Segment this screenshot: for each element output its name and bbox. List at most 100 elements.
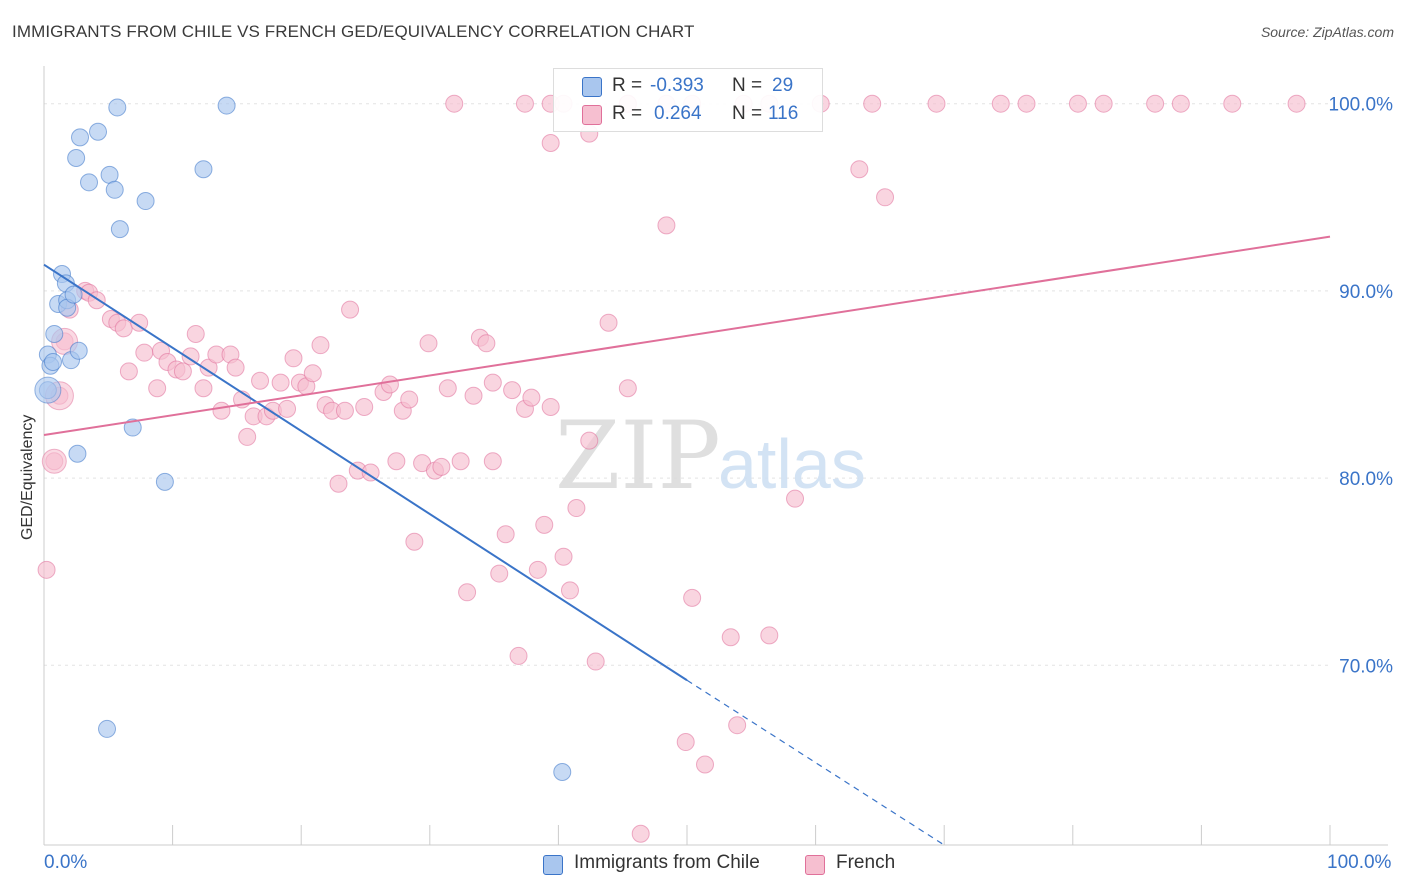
data-point (238, 427, 257, 446)
data-point (586, 652, 605, 671)
trendline-chile (43, 263, 688, 682)
data-point (432, 457, 451, 476)
data-point (335, 401, 354, 420)
data-point (89, 122, 108, 141)
data-point (721, 628, 740, 647)
legend-r-label: R = (612, 103, 643, 124)
data-point (509, 646, 528, 665)
data-point (464, 386, 483, 405)
data-point (991, 94, 1010, 113)
y-tick-label: 90.0% (1339, 282, 1393, 303)
legend-r-value: -0.393 (650, 75, 704, 96)
bottom-legend-swatch-blue (543, 855, 563, 875)
data-point-large (41, 448, 67, 474)
source-label: Source: ZipAtlas.com (1260, 24, 1394, 40)
watermark-atlas: atlas (718, 425, 866, 503)
data-point (136, 192, 155, 211)
data-point (1068, 94, 1087, 113)
data-point (105, 180, 124, 199)
legend-r-value: 0.264 (654, 103, 702, 124)
data-point (64, 285, 83, 304)
data-point (217, 96, 236, 115)
data-point (173, 362, 192, 381)
data-point (405, 532, 424, 551)
data-point (148, 379, 167, 398)
y-tick-labels: 70.0% 80.0% 90.0% 100.0% (1329, 95, 1394, 678)
data-point (535, 515, 554, 534)
data-point (599, 313, 618, 332)
data-point (553, 762, 572, 781)
data-point (108, 98, 127, 117)
data-point (1171, 94, 1190, 113)
gridlines (44, 103, 1330, 666)
data-point (100, 165, 119, 184)
data-point (451, 452, 470, 471)
data-point (503, 381, 522, 400)
data-point (1287, 94, 1306, 113)
legend-n-value: 29 (772, 75, 794, 96)
data-point (80, 173, 99, 192)
data-point (123, 418, 142, 437)
legend-n-label: N = (732, 75, 763, 96)
data-point (483, 452, 502, 471)
data-point (560, 581, 579, 600)
data-point (1094, 94, 1113, 113)
data-point (355, 397, 374, 416)
data-point (186, 324, 205, 343)
data-point (278, 399, 297, 418)
data-point (130, 313, 149, 332)
data-point (458, 583, 477, 602)
legend-n-label: N = (732, 103, 763, 124)
data-point (67, 148, 86, 167)
data-point (69, 341, 88, 360)
data-point (114, 319, 133, 338)
data-point (676, 733, 695, 752)
data-point (37, 560, 56, 579)
data-point (760, 626, 779, 645)
legend-row-chile: R = -0.393 N = 29 (554, 73, 822, 101)
data-point (567, 499, 586, 518)
bottom-legend-label: Immigrants from Chile (574, 852, 760, 873)
data-point (541, 397, 560, 416)
data-point (44, 353, 63, 372)
data-point (522, 388, 541, 407)
data-point (71, 128, 90, 147)
legend-swatch-pink (582, 105, 602, 125)
data-point (212, 401, 231, 420)
data-point (380, 375, 399, 394)
x-tick-label-max: 100.0% (1327, 852, 1392, 873)
data-point (927, 94, 946, 113)
trendline-french (43, 235, 1331, 437)
trendlines (43, 235, 1331, 846)
data-point (135, 343, 154, 362)
data-point (631, 824, 650, 843)
data-point (496, 525, 515, 544)
data-point (683, 588, 702, 607)
data-point (580, 431, 599, 450)
data-point (657, 216, 676, 235)
axes (43, 66, 1388, 846)
data-point (329, 474, 348, 493)
data-point (1223, 94, 1242, 113)
data-point (445, 94, 464, 113)
data-point (483, 373, 502, 392)
data-point (876, 188, 895, 207)
data-point (284, 349, 303, 368)
data-point (45, 324, 64, 343)
bottom-legend-swatch-pink (805, 855, 825, 875)
data-point (119, 362, 138, 381)
data-point (194, 160, 213, 179)
data-point (155, 472, 174, 491)
data-point (528, 560, 547, 579)
data-point (850, 160, 869, 179)
y-tick-label: 100.0% (1329, 95, 1394, 116)
legend-swatch-blue (582, 77, 602, 97)
trendline-chile-extension (686, 679, 945, 846)
data-point (1146, 94, 1165, 113)
bottom-legend-label: French (836, 852, 896, 873)
data-point (110, 220, 129, 239)
data-point (477, 334, 496, 353)
data-point (68, 444, 87, 463)
data-point (361, 463, 380, 482)
